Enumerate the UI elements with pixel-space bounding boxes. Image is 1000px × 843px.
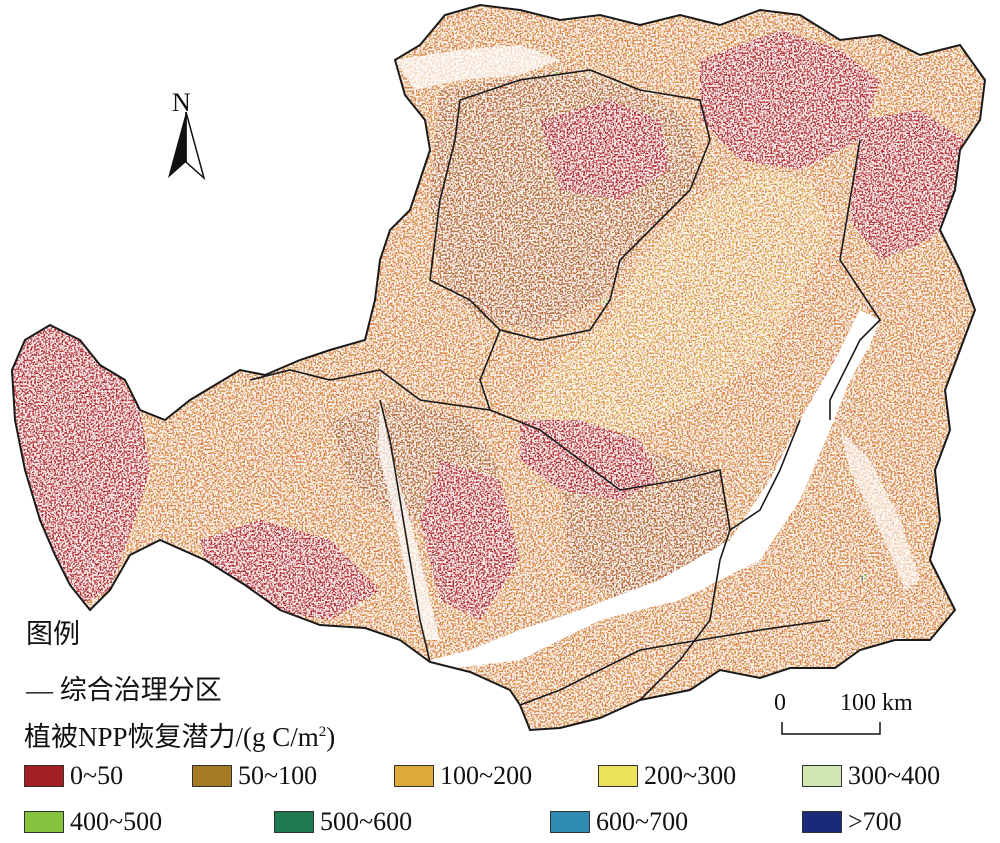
- legend-item-0: 0~50: [24, 758, 123, 794]
- north-label: N: [172, 88, 191, 117]
- legend-item-3: 200~300: [598, 758, 736, 794]
- legend-item-1: 50~100: [192, 758, 317, 794]
- legend-swatch: [192, 765, 232, 787]
- legend-swatch: [24, 765, 64, 787]
- legend-label: 600~700: [596, 807, 689, 836]
- legend-swatch: [24, 811, 64, 833]
- legend-swatch: [598, 765, 638, 787]
- legend-classes: 0~50 50~100 100~200 200~300 300~400 400~…: [24, 758, 984, 842]
- legend-label: 200~300: [644, 761, 737, 790]
- legend-swatch: [802, 765, 842, 787]
- legend-label: >700: [848, 807, 902, 836]
- legend-label: 0~50: [70, 761, 124, 790]
- legend-item-8: >700: [802, 804, 902, 840]
- legend-swatch: [550, 811, 590, 833]
- legend-label: 300~400: [848, 761, 941, 790]
- legend-label: 500~600: [320, 807, 413, 836]
- legend-item-2: 100~200: [394, 758, 532, 794]
- north-arrow-icon: [168, 111, 206, 181]
- legend-swatch: [394, 765, 434, 787]
- scale-bar: [781, 722, 881, 735]
- legend-label: 50~100: [238, 761, 318, 790]
- legend-swatch: [802, 811, 842, 833]
- legend-title: 图例: [26, 619, 80, 649]
- legend-item-7: 600~700: [550, 804, 688, 840]
- scale-distance-label: 100 km: [840, 690, 913, 716]
- legend-label: 400~500: [70, 807, 163, 836]
- zone-line-label: — 综合治理分区: [26, 675, 222, 705]
- legend-item-6: 500~600: [274, 804, 412, 840]
- legend-label: 100~200: [440, 761, 533, 790]
- scale-zero-label: 0: [774, 690, 786, 716]
- npp-legend-label: 植被NPP恢复潜力/(g C/m2): [24, 722, 336, 752]
- zone-boundaries: [249, 69, 882, 706]
- legend-swatch: [274, 811, 314, 833]
- legend-item-5: 400~500: [24, 804, 162, 840]
- legend-item-4: 300~400: [802, 758, 940, 794]
